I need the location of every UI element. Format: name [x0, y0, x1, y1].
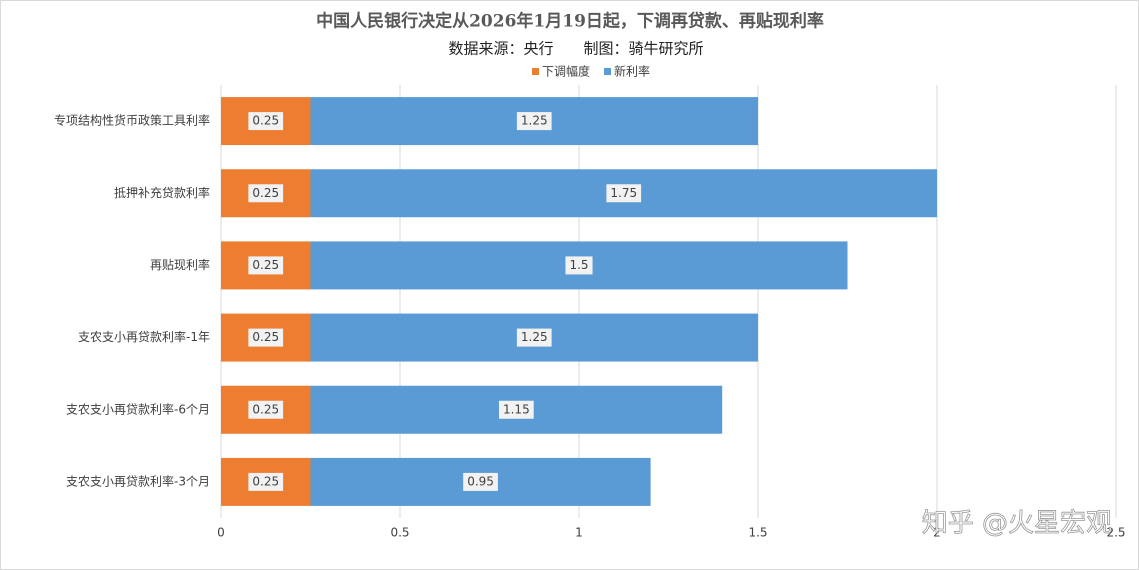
value-label: 1.25 [521, 330, 548, 344]
value-label-box [248, 112, 284, 131]
x-tick-label: 0.5 [390, 526, 409, 540]
value-label-group: 1.25 [516, 328, 552, 347]
y-tick-label: 支农支小再贷款利率-1年 [78, 329, 210, 344]
value-label: 1.75 [610, 186, 637, 200]
x-tick-label: 1.5 [748, 526, 767, 540]
value-label-group: 1.5 [565, 256, 593, 275]
value-label-group: 1.15 [498, 400, 534, 419]
legend-label: 新利率 [614, 64, 650, 79]
legend-label: 下调幅度 [542, 64, 590, 79]
value-label: 1.15 [503, 402, 530, 416]
chart-title: 中国人民银行决定从2026年1月19日起，下调再贷款、再贴现利率 [316, 11, 824, 32]
value-label: 0.25 [252, 186, 279, 200]
legend-swatch [532, 68, 539, 75]
value-label-group: 1.75 [606, 184, 642, 203]
y-tick-label: 专项结构性货币政策工具利率 [54, 113, 210, 128]
value-label: 1.25 [521, 114, 548, 128]
value-label-box [565, 256, 593, 275]
watermark: 知乎 @火星宏观 [922, 509, 1112, 539]
value-label: 0.25 [252, 114, 279, 128]
value-label: 0.25 [252, 474, 279, 488]
value-label-group: 0.25 [248, 256, 284, 275]
value-label-box [516, 112, 552, 131]
value-label-box [463, 472, 498, 491]
value-label-box [248, 472, 284, 491]
value-label-box [516, 328, 552, 347]
x-tick-label: 2 [933, 526, 941, 540]
value-label-box [248, 400, 284, 419]
value-label-box [498, 400, 534, 419]
value-label-group: 0.25 [248, 328, 284, 347]
legend-swatch [604, 68, 612, 75]
value-label-box [248, 328, 284, 347]
y-tick-label: 抵押补充贷款利率 [114, 185, 210, 200]
value-label-group: 0.95 [463, 472, 498, 491]
x-tick-label: 1 [575, 526, 583, 540]
value-label: 0.95 [467, 474, 494, 488]
chart-subtitle: 数据来源：央行 制图：骑牛研究所 [448, 40, 703, 58]
value-label-group: 0.25 [248, 112, 284, 131]
value-label-box [248, 256, 284, 275]
y-tick-label: 再贴现利率 [150, 257, 210, 272]
value-label-group: 0.25 [248, 472, 284, 491]
x-tick-label: 2.5 [1106, 526, 1125, 540]
value-label: 0.25 [252, 258, 279, 272]
value-label: 1.5 [569, 258, 588, 272]
value-label-group: 1.25 [516, 112, 552, 131]
value-label-group: 0.25 [248, 184, 284, 203]
value-label-box [606, 184, 642, 203]
value-label-box [248, 184, 284, 203]
value-label-group: 0.25 [248, 400, 284, 419]
x-tick-label: 0 [217, 526, 225, 540]
y-tick-label: 支农支小再贷款利率-3个月 [66, 473, 210, 488]
value-label: 0.25 [252, 402, 279, 416]
y-tick-label: 支农支小再贷款利率-6个月 [66, 401, 210, 416]
value-label: 0.25 [252, 330, 279, 344]
